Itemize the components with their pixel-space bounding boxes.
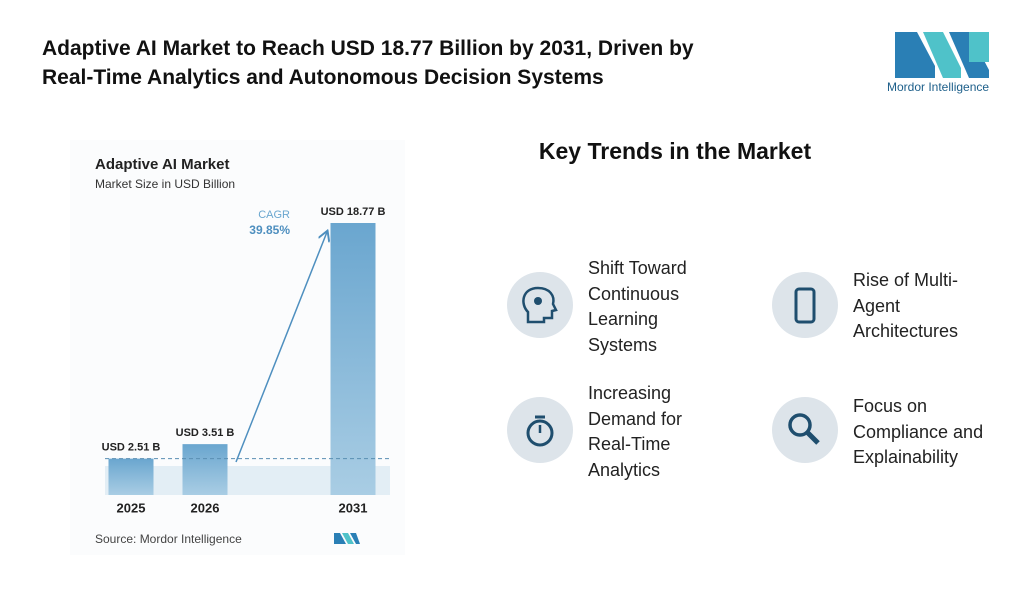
x-tick-label: 2031 [339,500,368,515]
icon-head [522,286,558,324]
chart-subtitle: Market Size in USD Billion [95,177,235,191]
value-label: USD 3.51 B [176,427,235,439]
title-line: Real-Time Analytics and Autonomous Decis… [42,66,604,89]
x-tick-label: 2025 [117,500,146,515]
icon-circle [507,272,573,338]
chart: Adaptive AI Market Market Size in USD Bi… [70,140,405,555]
icon-circle [507,397,573,463]
trend-text: Rise of Multi-Agent Architectures [853,270,959,341]
bar [330,223,376,495]
chart-title: Adaptive AI Market [95,156,229,173]
x-tick-label: 2026 [191,500,220,515]
trend-text: Increasing Demand for Real-Time Analytic… [588,383,683,480]
trend-text: Shift Toward Continuous Learning Systems [588,258,687,355]
page-title: Adaptive AI Market to Reach USD 18.77 Bi… [42,34,694,92]
logo-text: Mordor Intelligence [887,80,990,94]
value-label: USD 2.51 B [102,442,161,454]
source: Source: Mordor Intelligence [95,532,242,546]
icon-circle [772,397,838,463]
title-line: Adaptive AI Market to Reach USD 18.77 Bi… [42,37,694,60]
trend-text: Focus on Compliance and Explainability [853,396,984,467]
cagr-arrow [235,232,327,463]
trends-title: Key Trends in the Market [538,138,812,164]
value-label: USD 18.77 B [321,206,386,218]
cagr-label: CAGR [258,209,290,221]
mini-logo [334,533,360,544]
bar [182,444,228,495]
icon-circle [772,272,838,338]
icon-stopwatch [526,419,554,447]
bar [108,458,154,495]
logo [895,32,989,78]
cagr-value: 39.85% [249,223,290,237]
icon-phone [794,287,816,324]
icon-search [788,413,812,437]
